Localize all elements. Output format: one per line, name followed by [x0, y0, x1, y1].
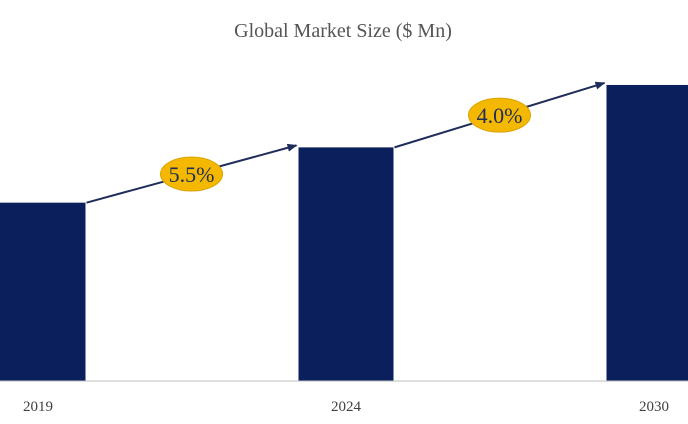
x-tick-label-2024: 2024: [331, 399, 362, 415]
bar-2019: [0, 202, 86, 381]
bars-layer: [0, 84, 688, 381]
cagr-badges: 5.5% 4.0%: [160, 97, 531, 192]
bar-2024: [298, 147, 394, 381]
cagr-badge-ellipse: [160, 156, 223, 192]
cagr-badge-2019-2024: 5.5%: [160, 156, 223, 192]
x-tick-label-2019: 2019: [23, 399, 53, 415]
cagr-badge-ellipse: [468, 97, 531, 133]
bar-2030: [606, 84, 688, 381]
x-tick-label-2030: 2030: [639, 399, 669, 415]
cagr-label: 4.0%: [477, 103, 523, 128]
chart-title: Global Market Size ($ Mn): [234, 20, 452, 42]
cagr-badge-2024-2030: 4.0%: [468, 97, 531, 133]
x-tick-labels: 2019 2024 2030: [23, 399, 669, 415]
cagr-label: 5.5%: [169, 162, 215, 187]
